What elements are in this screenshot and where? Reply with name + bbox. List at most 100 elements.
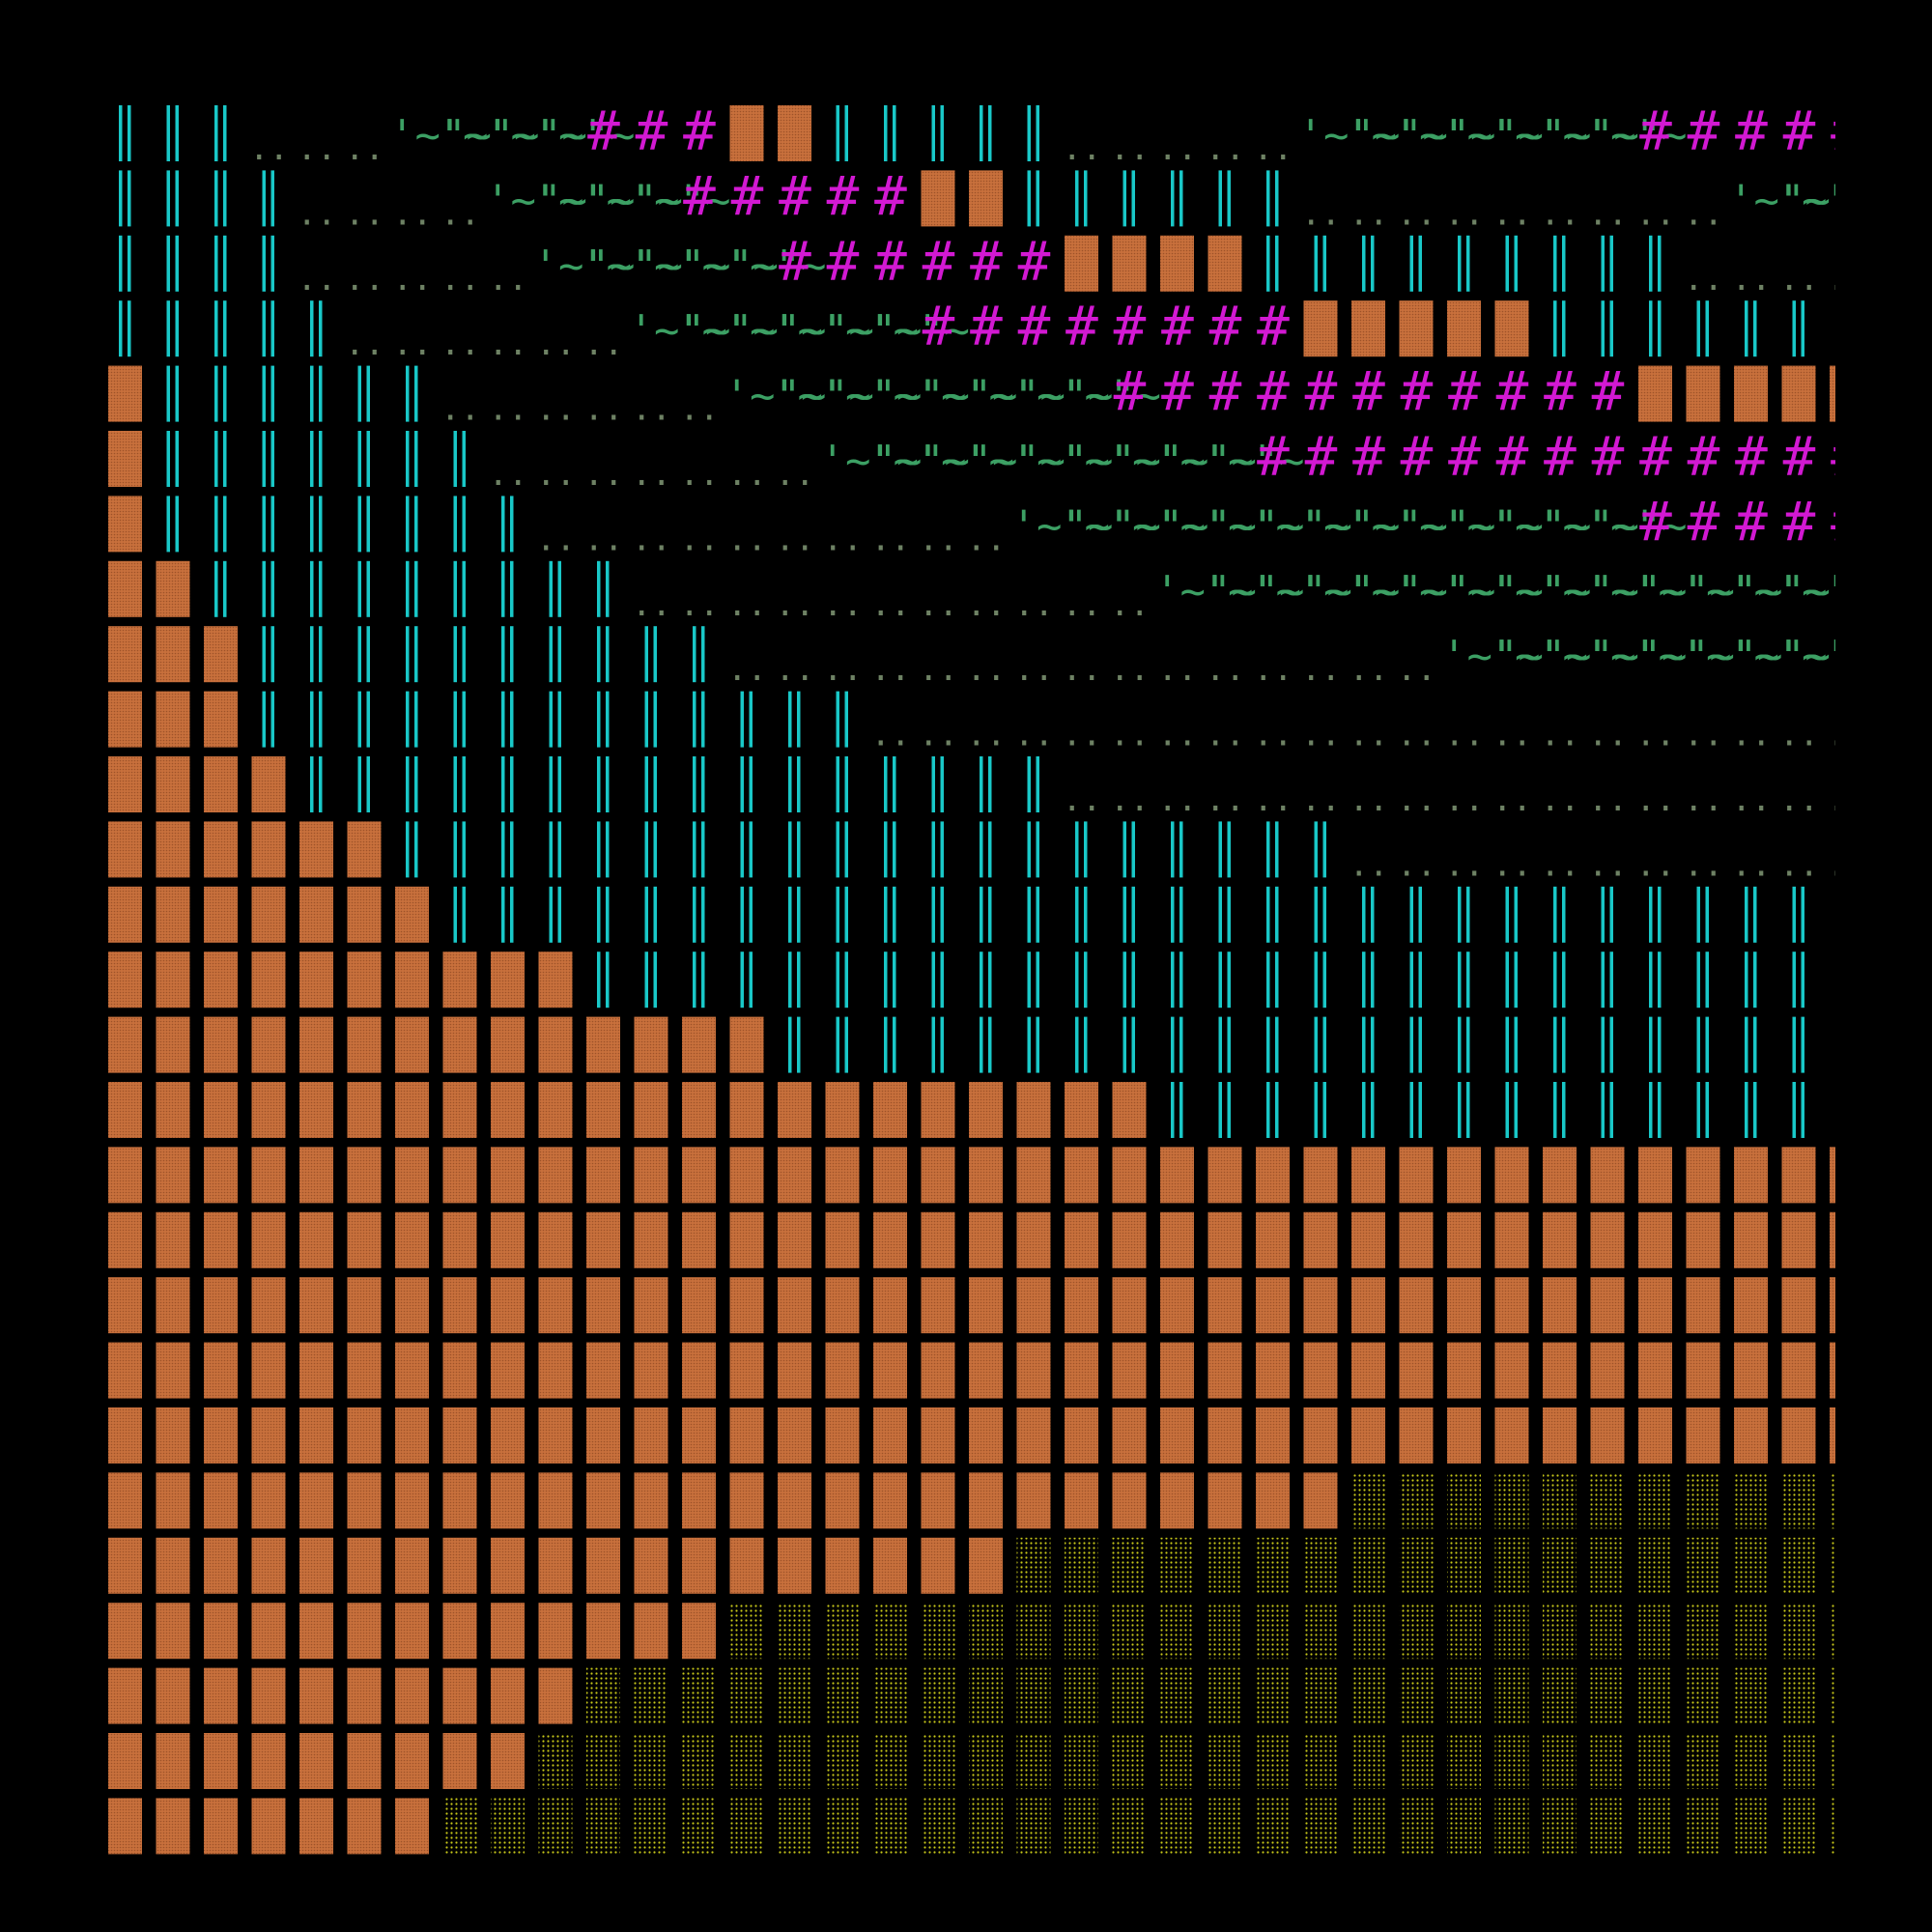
dot-pair: .. — [1828, 845, 1867, 884]
cyan-bars — [1218, 170, 1231, 227]
cyan-bars — [644, 886, 657, 943]
dot-pair: .. — [1014, 585, 1054, 624]
sand-block — [778, 1667, 811, 1724]
dot-pair: .. — [1350, 650, 1389, 689]
brick-block — [1830, 1147, 1835, 1204]
cyan-bars — [1601, 1016, 1613, 1073]
brick-block — [1256, 1277, 1290, 1334]
brick-block — [347, 1342, 382, 1399]
sand-block — [1734, 1667, 1768, 1724]
brick-block — [1351, 300, 1385, 357]
sand-block — [1590, 1798, 1625, 1855]
cyan-bars — [166, 170, 179, 227]
brick-block — [108, 560, 142, 617]
tilde-wave: '~"~ — [1776, 567, 1879, 616]
hash-mark: # — [1688, 426, 1720, 489]
brick-block — [204, 1733, 238, 1789]
brick-block — [299, 1147, 333, 1204]
hash-mark: # — [1209, 361, 1242, 424]
cyan-bars — [1027, 952, 1039, 1009]
brick-block — [442, 1472, 477, 1529]
hash-mark: # — [923, 296, 955, 358]
cyan-bars — [836, 1016, 848, 1073]
brick-block — [395, 1537, 429, 1594]
cyan-bars — [693, 952, 705, 1009]
dot-pair: .. — [871, 650, 911, 689]
cyan-bars — [1601, 300, 1613, 357]
dot-pair: .. — [1445, 781, 1485, 819]
sand-block — [1351, 1537, 1385, 1594]
dot-pair: .. — [393, 194, 433, 233]
sand-block — [1686, 1798, 1720, 1855]
brick-block — [442, 1603, 477, 1660]
brick-block — [1638, 1147, 1672, 1204]
cyan-bars — [357, 626, 370, 683]
brick-block — [1303, 1277, 1338, 1334]
dot-pair: .. — [1445, 194, 1485, 233]
dot-pair: .. — [1014, 716, 1054, 754]
dot-pair: .. — [1588, 716, 1628, 754]
brick-block — [825, 1147, 860, 1204]
brick-block — [204, 1016, 238, 1073]
hash-mark: # — [1831, 100, 1863, 163]
hash-mark: # — [1352, 361, 1385, 424]
cyan-bars — [119, 170, 131, 227]
brick-block — [1112, 1277, 1147, 1334]
brick-block — [729, 1342, 764, 1399]
brick-block — [682, 1603, 716, 1660]
brick-block — [251, 756, 286, 812]
brick-block — [251, 1211, 286, 1268]
cyan-bars — [1171, 952, 1183, 1009]
tilde-wave: '~"~ — [916, 437, 1018, 486]
brick-block — [442, 1342, 477, 1399]
cyan-bars — [1649, 1016, 1662, 1073]
sand-block — [1686, 1472, 1720, 1529]
brick-block — [1638, 1342, 1672, 1399]
brick-block — [299, 1211, 333, 1268]
dot-pair: .. — [584, 390, 624, 429]
cyan-bars — [1075, 821, 1088, 878]
brick-block — [442, 1277, 477, 1334]
dot-pair: .. — [1492, 194, 1532, 233]
brick-block — [1590, 1342, 1625, 1399]
cyan-bars — [1314, 886, 1326, 943]
hash-mark: # — [636, 100, 668, 163]
cyan-bars — [310, 691, 323, 748]
cyan-bars — [836, 756, 848, 812]
brick-block — [1543, 1277, 1577, 1334]
hash-mark: # — [874, 231, 907, 294]
hash-mark: # — [1831, 491, 1863, 554]
brick-block — [347, 1211, 382, 1268]
cyan-bars — [597, 691, 610, 748]
sand-block — [1638, 1603, 1672, 1660]
brick-block — [682, 1407, 716, 1463]
sand-block — [1494, 1603, 1529, 1660]
brick-block — [1494, 1277, 1529, 1334]
cyan-bars — [357, 431, 370, 487]
sand-block — [1112, 1537, 1147, 1594]
sand-block — [1543, 1667, 1577, 1724]
tilde-wave: '~"~ — [1250, 567, 1352, 616]
cyan-bars — [406, 821, 418, 878]
brick-block — [1734, 1277, 1768, 1334]
brick-block — [778, 1342, 811, 1399]
brick-block — [156, 1016, 190, 1073]
dot-pair: .. — [1684, 260, 1723, 298]
dot-pair: .. — [1301, 781, 1341, 819]
hash-mark: # — [779, 165, 811, 228]
cyan-bars — [884, 1016, 896, 1073]
cyan-bars — [836, 821, 848, 878]
sand-block — [825, 1603, 860, 1660]
brick-block — [156, 1667, 190, 1724]
cyan-bars — [1266, 821, 1279, 878]
cyan-bars — [214, 560, 227, 617]
brick-block — [395, 1082, 429, 1138]
brick-block — [1065, 1472, 1098, 1529]
brick-block — [1543, 1147, 1577, 1204]
brick-block — [1256, 1472, 1290, 1529]
sand-block — [1494, 1472, 1529, 1529]
dot-pair: .. — [1158, 781, 1198, 819]
cyan-bars — [597, 821, 610, 878]
sand-block — [1494, 1798, 1529, 1855]
tilde-wave: '~"~ — [581, 176, 683, 225]
